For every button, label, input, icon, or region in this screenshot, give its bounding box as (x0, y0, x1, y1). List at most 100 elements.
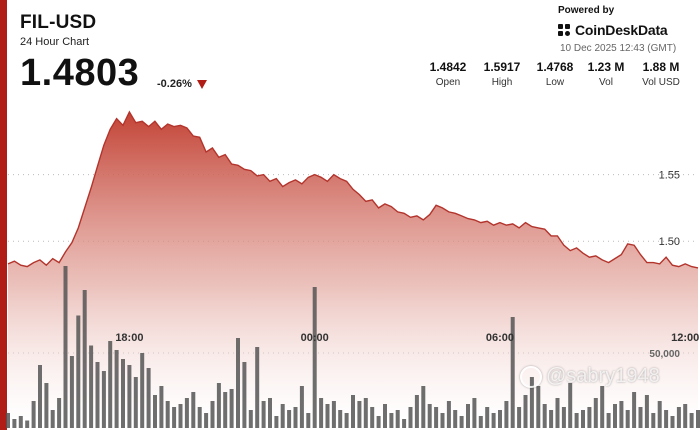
volume-bar (153, 395, 157, 428)
volume-bar (274, 416, 279, 428)
volume-bar (632, 392, 637, 428)
volume-bar (670, 416, 675, 428)
volume-bar (121, 359, 125, 428)
volume-bar (95, 362, 100, 428)
volume-bar (600, 386, 605, 428)
watermark-text: @sabry1948 (546, 365, 660, 387)
volume-bar (587, 407, 592, 428)
volume-bar (242, 362, 247, 428)
volume-bar (440, 413, 445, 428)
volume-bar (498, 410, 502, 428)
volume-bar (523, 395, 528, 428)
stat-label: Vol USD (642, 77, 680, 88)
volume-bar (510, 317, 515, 428)
volume-bar (485, 407, 490, 428)
stat-label: Vol (599, 77, 613, 88)
volume-bar (178, 404, 183, 428)
volume-bar (363, 398, 368, 428)
x-tick-label: 12:00 (671, 332, 699, 344)
volume-bar (248, 410, 253, 428)
volume-bar (82, 290, 87, 428)
stat-label: Low (545, 77, 565, 88)
current-price: 1.4803 (20, 52, 140, 94)
volume-bar (581, 410, 585, 428)
volume-bar (529, 377, 534, 428)
x-tick-label: 18:00 (115, 332, 143, 344)
pair-title: FIL-USD (20, 12, 97, 33)
volume-bar (38, 365, 42, 428)
volume-bar (664, 410, 669, 428)
volume-bar (204, 413, 209, 428)
label-layer: 1.50 1.55 50,000 18:00 00:00 06:00 12:00 (115, 170, 699, 360)
volume-bar (261, 401, 266, 428)
volume-bar (312, 287, 317, 428)
volume-bar (229, 389, 234, 428)
volume-bar (44, 383, 49, 428)
volume-bar (689, 413, 694, 428)
volume-bar (25, 420, 30, 428)
volume-layer (6, 266, 700, 428)
volume-bar (191, 392, 196, 428)
volume-bar (466, 404, 470, 428)
volume-bar (114, 350, 119, 428)
volume-bar (370, 407, 375, 428)
volume-bar (255, 347, 260, 428)
volume-bar (159, 386, 164, 428)
stat-value: 1.4842 (429, 60, 467, 74)
volume-bar (76, 315, 81, 428)
volume-bar (184, 398, 189, 428)
volume-bar (57, 398, 62, 428)
price-change: -0.26% (157, 78, 192, 90)
y-tick-label: 1.50 (659, 236, 680, 248)
price-line (7, 110, 699, 269)
brand-logo: CoinDeskData (557, 22, 668, 38)
stat-open: 1.4842 Open (428, 60, 468, 88)
stat-value: 1.4768 (536, 60, 574, 74)
volume-bar (172, 407, 177, 428)
stat-value: 1.5917 (483, 60, 521, 74)
volume-bar (293, 407, 298, 428)
volume-bar (12, 419, 17, 428)
volume-bar (555, 398, 560, 428)
stat-high: 1.5917 High (482, 60, 522, 88)
stat-low: 1.4768 Low (535, 60, 575, 88)
volume-bar (89, 345, 94, 428)
accent-bar (0, 0, 7, 430)
volume-bar (408, 407, 413, 428)
volume-bar (613, 404, 617, 428)
volume-bar (357, 401, 362, 428)
volume-bar (606, 413, 611, 428)
y-tick-label: 1.55 (659, 170, 680, 182)
volume-bar (402, 419, 407, 428)
volume-bar (306, 413, 311, 428)
volume-bar (619, 401, 624, 428)
volume-bar (280, 404, 285, 428)
volume-bar (338, 410, 343, 428)
volume-bar (351, 395, 355, 428)
volume-bar (395, 410, 400, 428)
volume-bar (549, 410, 554, 428)
volume-bar (459, 416, 464, 428)
volume-bar (446, 401, 451, 428)
volume-bar (376, 416, 381, 428)
volume-bar (216, 383, 221, 428)
volume-bar (491, 413, 496, 428)
volume-bar (517, 407, 522, 428)
volume-bar (127, 365, 132, 428)
volume-bar (414, 395, 419, 428)
volume-bar (542, 404, 547, 428)
volume-bar (504, 401, 509, 428)
volume-bar (421, 386, 426, 428)
volume-bar (683, 404, 688, 428)
volume-bar (165, 401, 170, 428)
volume-bar (268, 398, 272, 428)
powered-by-label: Powered by (558, 5, 615, 16)
volume-bar (536, 386, 541, 428)
coindesk-logo-icon (558, 24, 570, 36)
volume-bar (561, 407, 566, 428)
volume-bar (344, 413, 349, 428)
volume-tick-label: 50,000 (649, 349, 680, 360)
volume-bar (18, 416, 23, 428)
watermark: @sabry1948 (520, 365, 660, 388)
